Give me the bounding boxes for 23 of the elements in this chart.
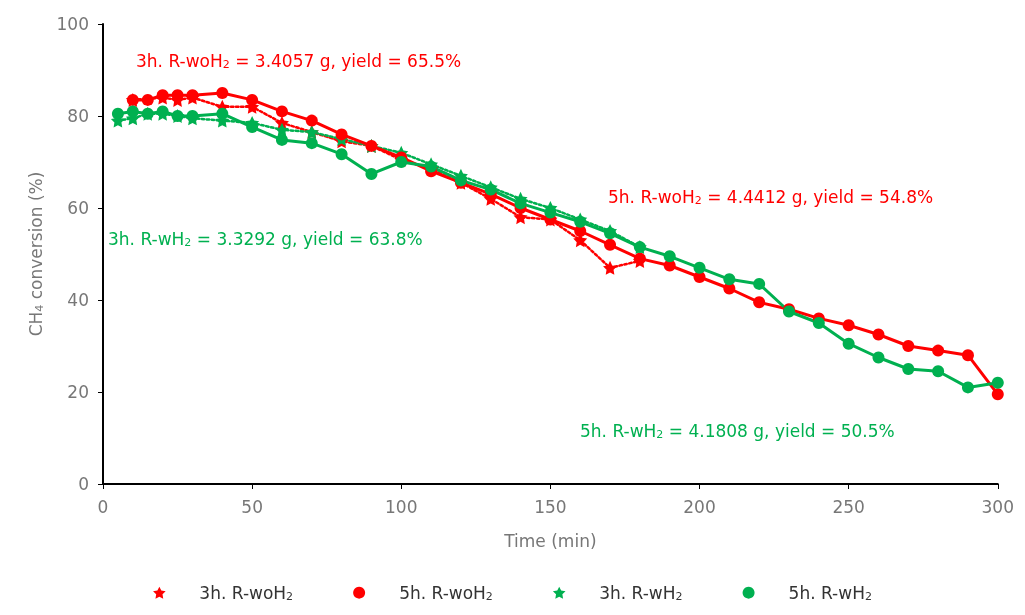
y-tick-label: 40 bbox=[67, 290, 89, 310]
x-tick-label: 100 bbox=[385, 496, 418, 517]
legend-label: 5h. R-woH2 bbox=[399, 582, 493, 603]
x-tick-label: 300 bbox=[981, 496, 1014, 517]
legend-label: 5h. R-wH2 bbox=[788, 582, 872, 603]
y-tick-label: 100 bbox=[56, 14, 89, 34]
y-tick-label: 20 bbox=[67, 382, 89, 402]
y-tick-label: 60 bbox=[67, 198, 89, 218]
legend-label: 3h. R-woH2 bbox=[199, 582, 294, 603]
x-tick-label: 150 bbox=[534, 496, 567, 517]
annotation: 5h. R-wH2 = 4.1808 g, yield = 50.5% bbox=[580, 420, 895, 441]
x-tick-label: 250 bbox=[832, 496, 865, 517]
annotation: 5h. R-woH2 = 4.4412 g, yield = 54.8% bbox=[608, 186, 934, 207]
annotation: 3h. R-woH2 = 3.4057 g, yield = 65.5% bbox=[136, 50, 462, 71]
annotation: 3h. R-wH2 = 3.3292 g, yield = 63.8% bbox=[108, 228, 423, 249]
x-axis-title: Time (min) bbox=[503, 530, 597, 551]
x-tick-label: 0 bbox=[97, 496, 109, 517]
y-tick-label: 80 bbox=[67, 106, 89, 126]
y-axis-title: CH4 conversion (%) bbox=[25, 171, 46, 337]
y-tick-label: 0 bbox=[78, 474, 89, 494]
legend-label: 3h. R-wH2 bbox=[599, 582, 683, 603]
x-tick-label: 50 bbox=[241, 496, 263, 517]
x-tick-label: 200 bbox=[683, 496, 716, 517]
